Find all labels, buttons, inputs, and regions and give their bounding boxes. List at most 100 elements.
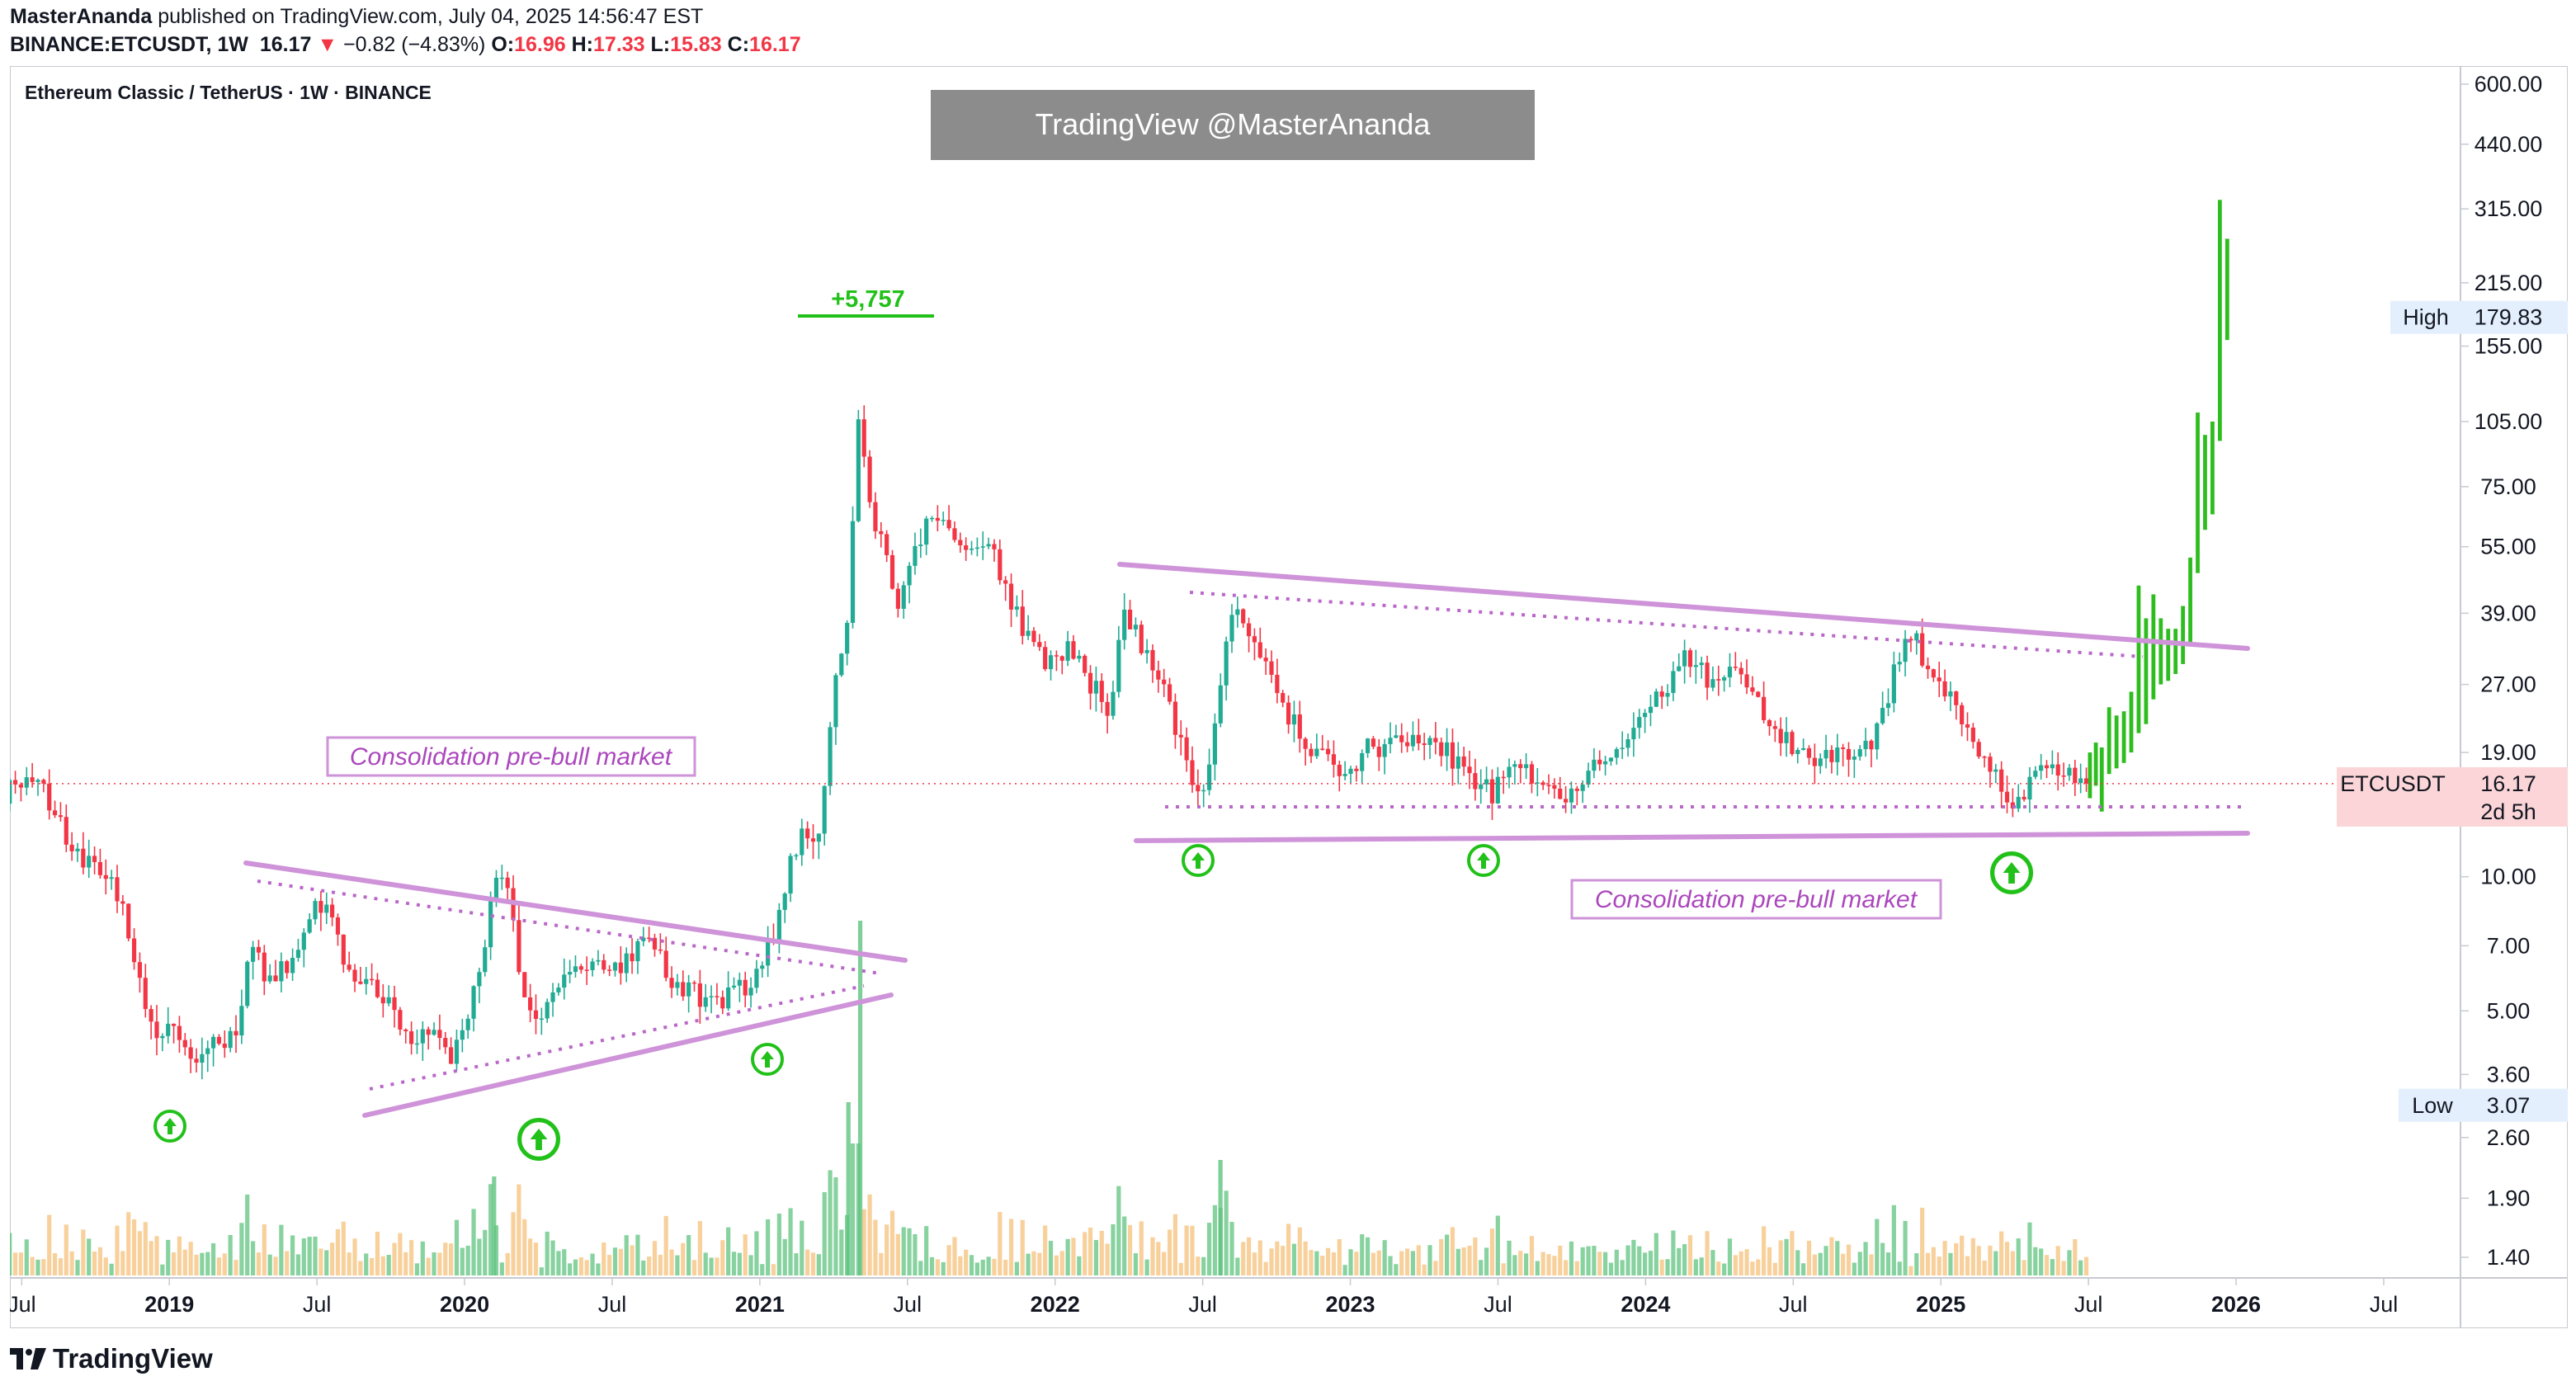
price-chart[interactable]: +5,757 Consolidation pre-bull market Con… [10, 66, 2568, 1328]
projection-bar [2196, 412, 2200, 573]
low-value: 3.07 [2487, 1093, 2531, 1118]
candle [760, 961, 765, 978]
volume-bar [879, 1252, 884, 1275]
arrow-up-icon[interactable] [1990, 851, 2033, 894]
candle [839, 653, 844, 677]
candle [861, 405, 866, 468]
candle [239, 989, 244, 1044]
candle [200, 1037, 205, 1080]
triangle-upper-trendline[interactable] [243, 860, 908, 963]
candle [1637, 709, 1642, 739]
candle [1665, 684, 1670, 707]
high-label: High [2403, 305, 2449, 330]
arrow-up-icon[interactable] [1467, 844, 1500, 877]
volume-bar [1762, 1226, 1767, 1275]
candle [1597, 750, 1602, 771]
volume-bar [1908, 1266, 1913, 1275]
candle [329, 898, 335, 926]
volume-bar [1212, 1204, 1218, 1275]
candle [1671, 661, 1676, 701]
candle [279, 952, 284, 992]
volume-bar [1371, 1252, 1376, 1275]
arrow-up-icon[interactable] [517, 1118, 560, 1161]
candle [160, 1033, 165, 1052]
triangle-lower-trendline[interactable] [362, 992, 894, 1118]
author-name[interactable]: MasterAnanda [10, 5, 153, 28]
volume-bar [1201, 1256, 1206, 1275]
arrow-up-icon[interactable] [153, 1110, 186, 1143]
volume-bar [1914, 1253, 1919, 1275]
volume-bar [1648, 1251, 1654, 1275]
price-axis[interactable]: 600.00 440.00 315.00 215.00 155.00 105.00 75.0… [2460, 72, 2542, 1270]
candle [1659, 686, 1664, 710]
volume-bar [1818, 1252, 1823, 1275]
volume-bar [1592, 1246, 1597, 1275]
volume-bar [663, 1215, 668, 1275]
volume-bar [545, 1231, 550, 1275]
candle [97, 848, 103, 879]
volume-bar [861, 1209, 866, 1275]
projection-bar [2107, 707, 2111, 775]
volume-bar [1422, 1264, 1427, 1275]
volume-bar [1116, 1186, 1121, 1275]
volume-bar [568, 1263, 573, 1275]
candle [1048, 650, 1054, 681]
consolidation-text-2: Consolidation pre-bull market [1595, 886, 1918, 913]
volume-bar [1885, 1252, 1891, 1275]
footer-logo[interactable]: TradingView [10, 1343, 213, 1374]
candle [1806, 745, 1812, 765]
volume-bar [18, 1252, 24, 1275]
candle [1325, 740, 1331, 761]
volume-bar [483, 1229, 488, 1275]
volume-bar [398, 1233, 403, 1275]
candle [460, 1018, 465, 1053]
symbol-badge: ETCUSDT [2340, 771, 2446, 796]
chart-legend-title: Ethereum Classic / TetherUS · 1W · BINAN… [25, 82, 432, 103]
volume-bar [216, 1257, 222, 1275]
volume-bar [1196, 1256, 1201, 1275]
volume-bar [24, 1239, 29, 1275]
arrow-up-icon[interactable] [751, 1043, 784, 1076]
price-tick-label: 1.40 [2487, 1245, 2531, 1270]
candle [1026, 615, 1031, 640]
volume-bar [1535, 1261, 1540, 1275]
range-upper-trendline[interactable] [1117, 562, 2250, 651]
volume-bar [805, 1249, 810, 1275]
projection-bar [2121, 711, 2126, 763]
volume-bar [1394, 1264, 1399, 1275]
candle [731, 977, 737, 990]
volume-bar [75, 1260, 80, 1275]
candle [974, 537, 979, 557]
arrow-up-icon[interactable] [1182, 844, 1215, 877]
candle [1988, 752, 1993, 788]
volume-bar [1360, 1234, 1365, 1275]
time-tick-label: Jul [10, 1292, 36, 1317]
candle [1116, 625, 1121, 698]
candle [1920, 618, 1925, 668]
candle [1829, 745, 1834, 774]
candle [1835, 733, 1840, 776]
consolidation-label-1[interactable]: Consolidation pre-bull market [326, 736, 696, 777]
range-lower-trendline[interactable] [1134, 831, 2250, 843]
candle [1908, 636, 1913, 653]
volume-bar [1048, 1241, 1054, 1275]
volume-bar [1495, 1215, 1500, 1275]
candle [635, 938, 640, 974]
consolidation-label-2[interactable]: Consolidation pre-bull market [1570, 879, 1942, 920]
volume-bar [562, 1249, 567, 1275]
chart-container[interactable]: +5,757 Consolidation pre-bull market Con… [10, 66, 2568, 1328]
ohlc-close-key: C: [727, 33, 750, 56]
candle [64, 804, 68, 852]
volume-bar [1269, 1248, 1274, 1275]
volume-bar [347, 1252, 351, 1275]
candle [1455, 742, 1460, 785]
volume-bar [273, 1256, 278, 1275]
candle [618, 945, 623, 985]
candle [658, 933, 663, 955]
volume-bar [109, 1263, 114, 1275]
candle [946, 505, 951, 531]
price-tick-label: 3.60 [2487, 1062, 2531, 1087]
time-axis[interactable]: Jul 2019 Jul 2020 Jul 2021 Jul 2022 Jul 2023 Jul 20… [10, 1278, 2398, 1317]
candle [1246, 617, 1252, 653]
candle [1037, 634, 1042, 652]
